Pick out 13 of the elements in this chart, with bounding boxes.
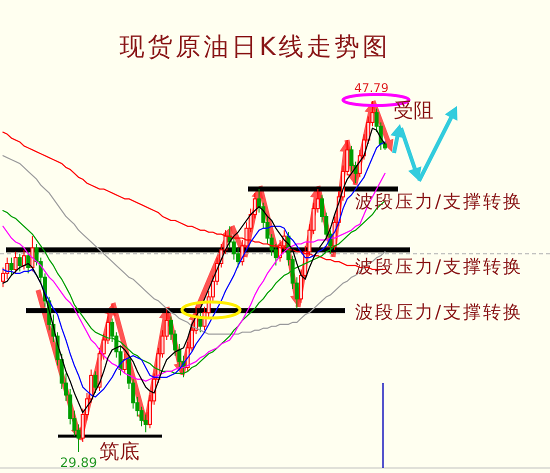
annotation: 47.79 [354,81,389,95]
candlestick [9,257,14,276]
candlestick [122,353,127,374]
text: 受阻 [393,98,434,122]
candlestick [22,249,26,270]
chart-title: 现货原油日K线走势图 [119,32,391,61]
candlestick [14,251,18,274]
candlestick [93,370,98,394]
ref-line-label: 波段压力/支撑转换 [355,302,524,324]
annotation: 29.89 [60,456,98,471]
annotation: 筑底 [100,439,140,463]
candlestick [18,253,22,272]
candlestick [26,251,30,274]
